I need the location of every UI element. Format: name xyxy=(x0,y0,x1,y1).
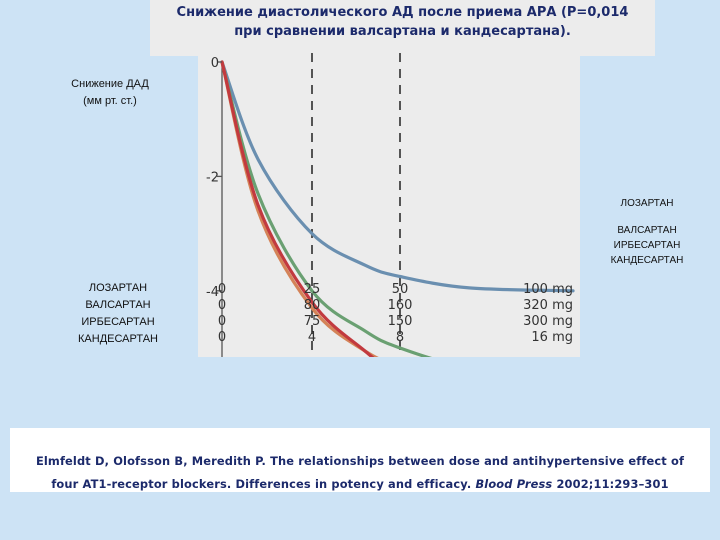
dose-cell: 16 mg xyxy=(531,330,573,345)
citation: Elmfeldt D, Olofsson B, Meredith P. The … xyxy=(10,428,710,492)
y-axis-label-line-1: Снижение ДАД xyxy=(71,78,149,90)
series-line xyxy=(220,60,432,357)
dose-cell: 0 xyxy=(218,314,226,329)
dose-cell: 0 xyxy=(218,330,226,345)
series-line xyxy=(220,60,575,293)
legend-right-item: КАНДЕСАРТАН xyxy=(610,255,684,266)
citation-line-2: four AT1-receptor blockers. Differences … xyxy=(14,473,706,496)
dose-cell: 25 xyxy=(304,282,321,297)
legend-left-item: ВАЛСАРТАН xyxy=(85,299,151,311)
citation-ref: 2002;11:293–301 xyxy=(556,477,669,491)
citation-journal: Blood Press xyxy=(475,477,553,491)
y-axis-label-line-2: (мм рт. ст.) xyxy=(83,95,137,107)
dose-cell: 80 xyxy=(304,298,321,313)
legend-left: ЛОЗАРТАН ВАЛСАРТАН ИРБЕСАРТАН КАНДЕСАРТА… xyxy=(68,280,168,348)
title-line-2: при сравнении валсартана и кандесартана)… xyxy=(234,24,571,39)
legend-left-item: ЛОЗАРТАН xyxy=(88,282,148,294)
legend-left-item: ИРБЕСАРТАН xyxy=(81,316,155,328)
dose-cell: 0 xyxy=(218,282,226,297)
citation-text: four AT1-receptor blockers. Differences … xyxy=(51,477,472,491)
dose-cell: 100 mg xyxy=(523,282,573,297)
citation-line-1: Elmfeldt D, Olofsson B, Meredith P. The … xyxy=(35,454,685,468)
dose-cell: 150 xyxy=(388,314,413,329)
series-layer xyxy=(220,60,575,357)
series-line xyxy=(220,60,375,357)
y-axis-label: Снижение ДАД (мм рт. ст.) xyxy=(55,76,165,110)
legend-right: ЛОЗАРТАН ВАЛСАРТАН ИРБЕСАРТАН КАНДЕСАРТА… xyxy=(598,196,696,268)
legend-right-item: ЛОЗАРТАН xyxy=(620,198,674,209)
dose-cell: 0 xyxy=(218,298,226,313)
dose-cell: 300 mg xyxy=(523,314,573,329)
y-tick-label: -4 xyxy=(206,285,219,300)
y-tick-label: -2 xyxy=(206,170,219,185)
dose-cell: 4 xyxy=(308,330,316,345)
legend-left-item: КАНДЕСАРТАН xyxy=(78,333,158,345)
legend-right-item: ВАЛСАРТАН xyxy=(617,225,677,236)
tick-layer: 0-2-4-6 xyxy=(206,56,222,300)
dose-table: 0 25 50 100 mg 0 80 160 320 mg 0 75 150 300 mg 0 4 8 16… xyxy=(218,282,573,345)
legend-right-item: ИРБЕСАРТАН xyxy=(613,240,681,251)
dose-cell: 320 mg xyxy=(523,298,573,313)
y-tick-label: 0 xyxy=(211,56,219,71)
dose-cell: 50 xyxy=(392,282,409,297)
title-line-1: Снижение диастолического АД после приема… xyxy=(176,5,629,20)
dose-cell: 8 xyxy=(396,330,404,345)
vline-layer xyxy=(311,53,401,357)
dose-cell: 75 xyxy=(304,314,321,329)
dose-cell: 160 xyxy=(388,298,413,313)
